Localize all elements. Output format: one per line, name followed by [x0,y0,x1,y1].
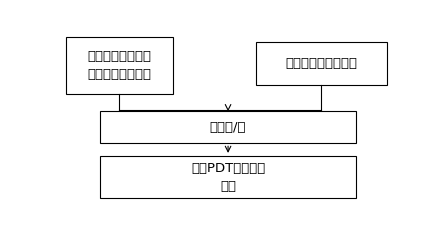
Bar [255,42,387,85]
Text: 形成PDT氧化甲醛
材料: 形成PDT氧化甲醛 材料 [191,162,265,193]
Bar [66,37,173,94]
Text: 具有羟基结构材料
（颗粒物、纤维）: 具有羟基结构材料 （颗粒物、纤维） [87,50,151,81]
Text: 储液槽/罐: 储液槽/罐 [210,121,247,134]
Bar [101,111,356,143]
Text: 抗菌肽光敏分子溶液: 抗菌肽光敏分子溶液 [285,57,357,70]
Bar [101,156,356,198]
